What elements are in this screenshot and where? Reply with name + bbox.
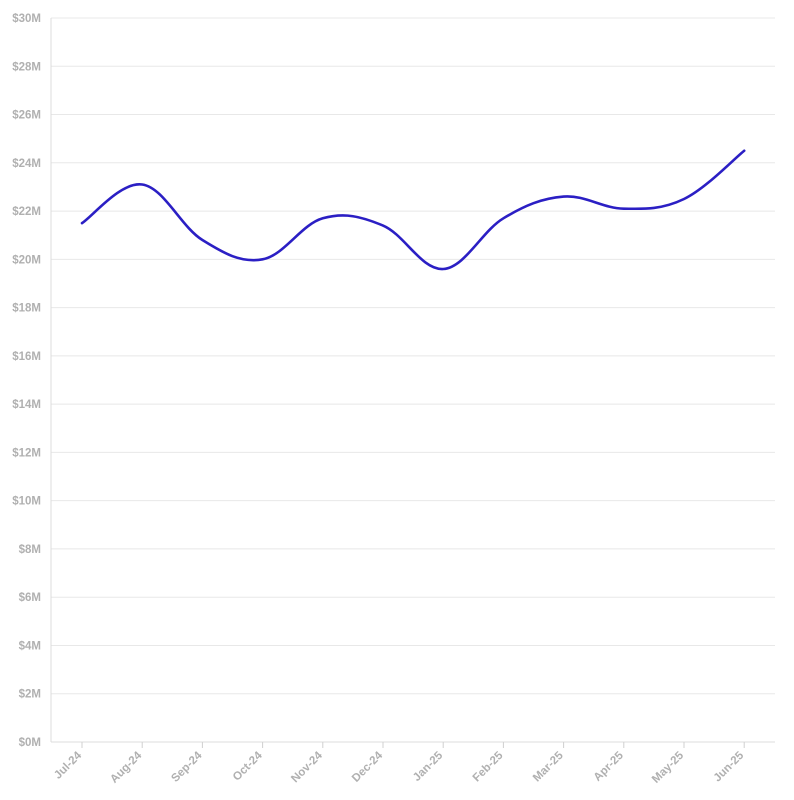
y-tick-label: $22M <box>12 206 41 218</box>
y-tick-label: $20M <box>12 254 41 266</box>
series-lines <box>80 149 746 271</box>
x-tick-label: Jan-25 <box>411 749 446 784</box>
y-tick-label: $0M <box>19 737 41 749</box>
x-axis-ticks: Jul-24 Aug-24 Sep-24 Oct-24 Nov-24 Dec-24 Jan-… <box>52 742 747 786</box>
x-tick-label: Oct-24 <box>231 749 265 783</box>
x-tick-label: Nov-24 <box>289 749 325 785</box>
x-tick-label: Mar-25 <box>531 749 566 784</box>
y-tick-label: $6M <box>19 592 41 604</box>
x-tick-label: Jun-25 <box>712 749 747 784</box>
x-tick-label: Jul-24 <box>52 749 84 781</box>
x-tick-label: May-25 <box>650 749 686 785</box>
y-tick-label: $8M <box>19 544 41 556</box>
gridlines <box>51 17 775 695</box>
axes <box>50 18 775 743</box>
y-tick-label: $2M <box>19 689 41 701</box>
y-tick-label: $28M <box>12 61 41 73</box>
y-axis-ticks: $0M $2M $4M $6M $8M $10M $12M $14M $16M $18M $20M $… <box>12 13 41 749</box>
x-tick-label: Dec-24 <box>350 749 386 785</box>
x-tick-label: Feb-25 <box>471 749 506 784</box>
x-tick-label: Aug-24 <box>108 749 144 785</box>
y-tick-label: $16M <box>12 351 41 363</box>
y-tick-label: $26M <box>12 110 41 122</box>
series-line <box>80 149 746 271</box>
x-tick-label: Apr-25 <box>592 749 627 784</box>
y-tick-label: $18M <box>12 303 41 315</box>
y-tick-label: $4M <box>19 640 41 652</box>
y-tick-label: $24M <box>12 158 41 170</box>
x-tick-label: Sep-24 <box>169 749 205 785</box>
y-tick-label: $30M <box>12 13 41 25</box>
y-tick-label: $12M <box>12 447 41 459</box>
y-tick-label: $10M <box>12 496 41 508</box>
y-tick-label: $14M <box>12 399 41 411</box>
